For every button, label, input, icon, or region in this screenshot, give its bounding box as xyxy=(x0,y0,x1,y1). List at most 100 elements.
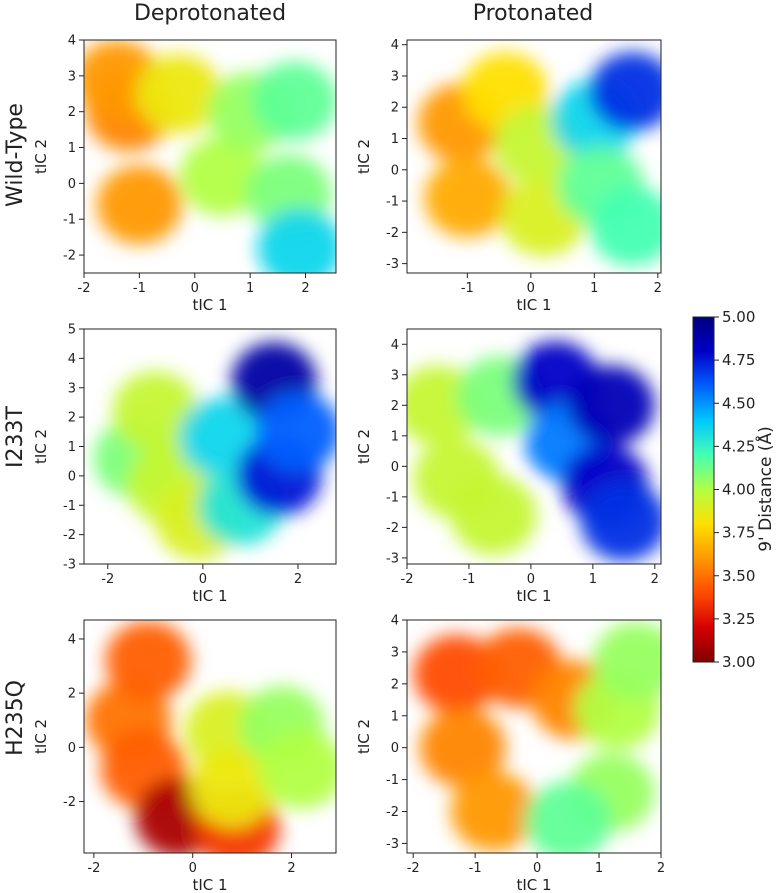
colorbar: 3.00 3.25 3.50 3.75 4.00 4.25 4.50 4.75 5.00 9' … xyxy=(692,308,776,671)
state-region xyxy=(450,475,537,556)
density-region xyxy=(413,621,661,853)
colorbar-tick-label: 3.00 xyxy=(722,653,755,671)
state-region xyxy=(450,771,537,852)
density-region xyxy=(417,51,661,266)
x-tick-label: 1 xyxy=(595,861,603,876)
heatmap-panel-wild-type-protonated: -1 0 1 2 -3 -2 -1 0 1 2 3 4 tIC 1 tIC 2 xyxy=(355,38,662,314)
y-tick-label: -2 xyxy=(386,805,399,820)
row-label-wild-type: Wild-Type xyxy=(3,103,28,207)
state-region xyxy=(112,371,199,452)
y-tick-label: -1 xyxy=(386,773,399,788)
y-tick-label: 1 xyxy=(391,132,399,147)
y-tick-label: 4 xyxy=(391,614,399,629)
heatmap-area xyxy=(417,51,661,266)
axes-frame xyxy=(83,619,337,854)
y-tick-label: 2 xyxy=(391,101,399,116)
state-region xyxy=(251,61,336,141)
x-tick-label: 2 xyxy=(294,572,302,587)
state-region xyxy=(105,621,192,701)
density-region xyxy=(407,340,661,562)
x-tick-label: 0 xyxy=(533,861,541,876)
x-axis-label: tIC 1 xyxy=(516,587,551,605)
colorbar-label: 9' Distance (Å) xyxy=(754,426,776,552)
x-tick-label: 0 xyxy=(191,281,199,296)
y-tick-label: 4 xyxy=(391,38,399,53)
y-axis-label: tIC 2 xyxy=(355,139,373,174)
heatmap-area xyxy=(93,341,336,560)
y-tick-label: -3 xyxy=(386,837,399,852)
heatmap-panel-h235q-deprotonated: -2 0 2 -2 0 2 4 tIC 1 tIC 2 xyxy=(32,619,337,893)
density-region xyxy=(85,621,336,853)
state-region xyxy=(593,621,661,702)
column-title-deprotonated: Deprotonated xyxy=(134,1,286,26)
x-tick-label: -1 xyxy=(461,281,474,296)
y-tick-label: 4 xyxy=(68,632,76,647)
y-tick-label: 4 xyxy=(68,352,76,367)
y-tick-label: 2 xyxy=(68,411,76,426)
y-tick-label: 3 xyxy=(68,381,76,396)
y-tick-label: 0 xyxy=(391,163,399,178)
x-axis-label: tIC 1 xyxy=(192,876,227,893)
y-tick-label: 0 xyxy=(68,741,76,756)
y-tick-label: -1 xyxy=(63,213,76,228)
y-tick-label: 2 xyxy=(391,677,399,692)
state-region xyxy=(589,52,661,132)
x-tick-label: 1 xyxy=(246,281,254,296)
y-tick-label: -2 xyxy=(63,528,76,543)
y-tick-label: 0 xyxy=(68,177,76,192)
y-tick-label: -3 xyxy=(63,558,76,573)
x-tick-label: -2 xyxy=(87,861,100,876)
y-tick-label: -3 xyxy=(386,257,399,272)
state-region xyxy=(568,365,655,446)
colorbar-tick-label: 4.00 xyxy=(722,481,755,499)
state-region xyxy=(96,165,183,245)
x-tick-label: 0 xyxy=(527,281,535,296)
x-tick-label: 1 xyxy=(589,572,597,587)
x-axis-label: tIC 1 xyxy=(192,587,227,605)
y-tick-label: 1 xyxy=(68,141,76,156)
state-region xyxy=(189,748,276,828)
heatmap-area xyxy=(407,340,661,562)
x-tick-label: 2 xyxy=(651,572,659,587)
state-region xyxy=(580,481,661,562)
density-region xyxy=(84,40,336,273)
colorbar-tick-label: 3.50 xyxy=(722,567,755,585)
x-tick-label: -2 xyxy=(407,861,420,876)
axes-frame xyxy=(83,39,337,274)
heatmap-area xyxy=(413,621,661,853)
y-tick-label: 2 xyxy=(68,687,76,702)
x-tick-label: 0 xyxy=(199,572,207,587)
x-tick-label: 2 xyxy=(654,281,662,296)
state-region xyxy=(257,208,336,273)
state-region xyxy=(589,186,661,266)
heatmap-panel-i233t-deprotonated: -2 0 2 -3 -2 -1 0 1 2 3 4 5 tIC 1 tIC 2 xyxy=(32,323,337,605)
y-tick-label: 2 xyxy=(68,105,76,120)
y-tick-label: -1 xyxy=(386,195,399,210)
y-tick-label: 4 xyxy=(68,34,76,49)
x-tick-label: 1 xyxy=(590,281,598,296)
panels: -2 -1 0 1 2 -2 -1 0 1 2 3 4 tIC 1 tIC 2 -1 0 1 2 -3 -2 -1 0 1 2… xyxy=(32,34,665,893)
y-axis-label: tIC 2 xyxy=(32,719,50,754)
y-tick-label: 1 xyxy=(391,429,399,444)
column-title-protonated: Protonated xyxy=(473,1,594,26)
y-tick-label: 0 xyxy=(68,469,76,484)
y-tick-label: -2 xyxy=(63,249,76,264)
x-axis-label: tIC 1 xyxy=(516,296,551,314)
y-tick-label: 0 xyxy=(391,460,399,475)
y-tick-label: -1 xyxy=(63,499,76,514)
y-tick-label: -3 xyxy=(386,551,399,566)
y-tick-label: 4 xyxy=(391,338,399,353)
heatmap-panel-wild-type-deprotonated: -2 -1 0 1 2 -2 -1 0 1 2 3 4 tIC 1 tIC 2 xyxy=(32,34,337,314)
y-axis-label: tIC 2 xyxy=(32,139,50,174)
x-tick-label: 0 xyxy=(527,572,535,587)
state-region xyxy=(135,54,221,134)
x-tick-label: 2 xyxy=(301,281,309,296)
axes-frame xyxy=(406,619,662,854)
colorbar-tick-label: 4.50 xyxy=(722,394,755,412)
state-region xyxy=(258,729,336,809)
x-axis-label: tIC 1 xyxy=(516,876,551,893)
colorbar-ticks: 3.00 3.25 3.50 3.75 4.00 4.25 4.50 4.75 5.00 xyxy=(714,308,755,671)
